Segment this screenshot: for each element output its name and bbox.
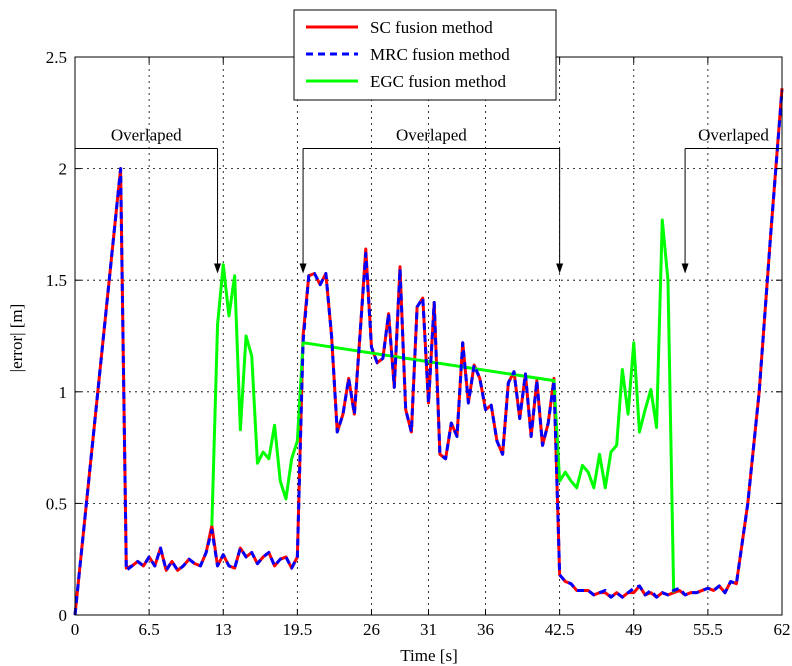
x-tick-label: 62 — [774, 620, 791, 639]
y-tick-label: 0 — [59, 606, 68, 625]
x-tick-label: 49 — [625, 620, 642, 639]
axes: 0 6.5 13 19.5 26 31 36 42.5 49 55.5 62 0 0.5 1 1.5 2 2.5 — [46, 48, 791, 639]
y-tick-label: 0.5 — [46, 494, 67, 513]
annotations-layer: Overlaped Overlaped Overlaped — [75, 126, 782, 274]
x-tick-label: 31 — [420, 620, 437, 639]
overlap-arrow-head — [681, 263, 689, 274]
x-tick-label: 13 — [215, 620, 232, 639]
legend-label: EGC fusion method — [370, 72, 506, 91]
legend: SC fusion method MRC fusion method EGC fus… — [293, 9, 557, 101]
x-axis-label: Time [s] — [400, 646, 457, 665]
x-tick-label: 0 — [71, 620, 80, 639]
y-tick-label: 1.5 — [46, 271, 67, 290]
x-tick-label: 6.5 — [138, 620, 159, 639]
x-tick-label: 26 — [363, 620, 380, 639]
y-tick-label: 2 — [59, 160, 68, 179]
grid — [75, 57, 782, 615]
legend-label: SC fusion method — [370, 18, 493, 37]
x-tick-label: 36 — [477, 620, 494, 639]
overlap-arrow-head — [299, 263, 307, 274]
legend-box — [293, 9, 557, 101]
overlap-label: Overlaped — [396, 126, 467, 145]
overlap-label: Overlaped — [111, 126, 182, 145]
x-tick-label: 19.5 — [282, 620, 312, 639]
overlap-arrow-head — [214, 263, 222, 274]
series-layer — [73, 88, 784, 616]
y-tick-label: 2.5 — [46, 48, 67, 67]
overlap-label: Overlaped — [698, 126, 769, 145]
x-tick-label: 42.5 — [545, 620, 575, 639]
y-tick-label: 1 — [59, 383, 68, 402]
series-line-2 — [73, 90, 784, 616]
legend-label: MRC fusion method — [370, 45, 510, 64]
series-line-3 — [210, 218, 676, 593]
y-axis-label: |error| [m] — [7, 304, 26, 373]
x-tick-label: 55.5 — [693, 620, 723, 639]
overlap-arrow-head — [556, 263, 564, 274]
